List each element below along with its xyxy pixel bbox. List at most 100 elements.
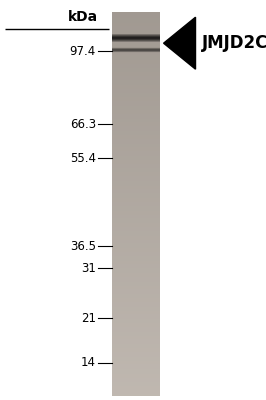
Bar bbox=[112, 237, 160, 238]
Bar bbox=[112, 390, 160, 391]
Bar bbox=[112, 164, 160, 165]
Bar bbox=[112, 182, 160, 183]
Bar bbox=[112, 161, 160, 162]
Bar bbox=[112, 244, 160, 245]
Bar bbox=[112, 389, 160, 390]
Bar bbox=[112, 260, 160, 261]
Bar bbox=[112, 281, 160, 282]
Bar bbox=[112, 381, 160, 382]
Bar bbox=[112, 57, 160, 58]
Bar bbox=[112, 394, 160, 395]
Bar bbox=[112, 320, 160, 321]
Bar bbox=[112, 278, 160, 279]
Bar bbox=[112, 308, 160, 309]
Bar bbox=[112, 282, 160, 283]
Bar bbox=[112, 270, 160, 271]
Bar bbox=[112, 173, 160, 174]
Bar bbox=[112, 364, 160, 365]
Bar bbox=[112, 78, 160, 79]
Bar bbox=[112, 31, 160, 32]
Bar bbox=[112, 116, 160, 117]
Bar bbox=[112, 185, 160, 186]
Bar bbox=[112, 325, 160, 326]
Bar bbox=[112, 347, 160, 348]
Text: 66.3: 66.3 bbox=[70, 118, 96, 130]
Bar bbox=[112, 305, 160, 306]
Bar bbox=[112, 362, 160, 363]
Bar bbox=[112, 107, 160, 108]
Bar bbox=[112, 330, 160, 331]
Bar bbox=[112, 202, 160, 203]
Bar bbox=[112, 118, 160, 120]
Bar bbox=[112, 28, 160, 29]
Bar bbox=[112, 209, 160, 210]
Bar bbox=[112, 391, 160, 392]
Bar bbox=[112, 122, 160, 123]
Bar bbox=[112, 21, 160, 22]
Bar bbox=[112, 228, 160, 229]
Bar bbox=[112, 150, 160, 151]
Bar bbox=[112, 138, 160, 139]
Bar bbox=[112, 351, 160, 352]
Bar bbox=[112, 196, 160, 197]
Bar bbox=[112, 345, 160, 346]
Bar bbox=[112, 42, 160, 43]
Bar bbox=[112, 45, 160, 46]
Bar bbox=[112, 269, 160, 270]
Bar bbox=[112, 377, 160, 378]
Bar bbox=[112, 194, 160, 195]
Bar bbox=[112, 114, 160, 115]
Bar bbox=[112, 51, 160, 52]
Bar bbox=[112, 111, 160, 112]
Bar bbox=[112, 226, 160, 227]
Bar bbox=[112, 285, 160, 286]
Bar bbox=[112, 117, 160, 118]
Bar bbox=[112, 174, 160, 175]
Bar bbox=[112, 290, 160, 291]
Bar bbox=[112, 344, 160, 345]
Bar bbox=[112, 91, 160, 92]
Bar bbox=[112, 299, 160, 300]
Bar bbox=[112, 372, 160, 373]
Bar bbox=[112, 146, 160, 147]
Bar bbox=[112, 38, 160, 39]
Bar bbox=[112, 127, 160, 128]
Bar bbox=[112, 370, 160, 371]
Bar bbox=[112, 243, 160, 244]
Bar bbox=[112, 54, 160, 55]
Bar bbox=[112, 136, 160, 137]
Bar bbox=[112, 240, 160, 242]
Bar bbox=[112, 156, 160, 157]
Bar bbox=[112, 93, 160, 94]
Bar bbox=[112, 352, 160, 353]
Bar bbox=[112, 163, 160, 164]
Bar bbox=[112, 231, 160, 232]
Bar bbox=[112, 378, 160, 379]
Bar bbox=[112, 201, 160, 202]
Bar bbox=[112, 272, 160, 273]
Bar bbox=[112, 206, 160, 207]
Bar bbox=[112, 40, 160, 41]
Bar bbox=[112, 227, 160, 228]
Bar bbox=[112, 34, 160, 35]
Bar bbox=[112, 70, 160, 72]
Bar bbox=[112, 253, 160, 254]
Bar bbox=[112, 14, 160, 15]
Bar bbox=[112, 353, 160, 354]
Bar bbox=[112, 373, 160, 374]
Bar bbox=[112, 160, 160, 161]
Bar bbox=[112, 229, 160, 230]
Bar bbox=[112, 178, 160, 179]
Text: 55.4: 55.4 bbox=[70, 152, 96, 164]
Bar bbox=[112, 66, 160, 67]
Bar bbox=[112, 258, 160, 259]
Bar bbox=[112, 16, 160, 17]
Bar bbox=[112, 137, 160, 138]
Bar bbox=[112, 84, 160, 85]
Bar bbox=[112, 348, 160, 349]
Bar bbox=[112, 141, 160, 142]
Polygon shape bbox=[164, 17, 196, 69]
Bar bbox=[112, 218, 160, 219]
Bar bbox=[112, 367, 160, 368]
Bar bbox=[112, 171, 160, 172]
